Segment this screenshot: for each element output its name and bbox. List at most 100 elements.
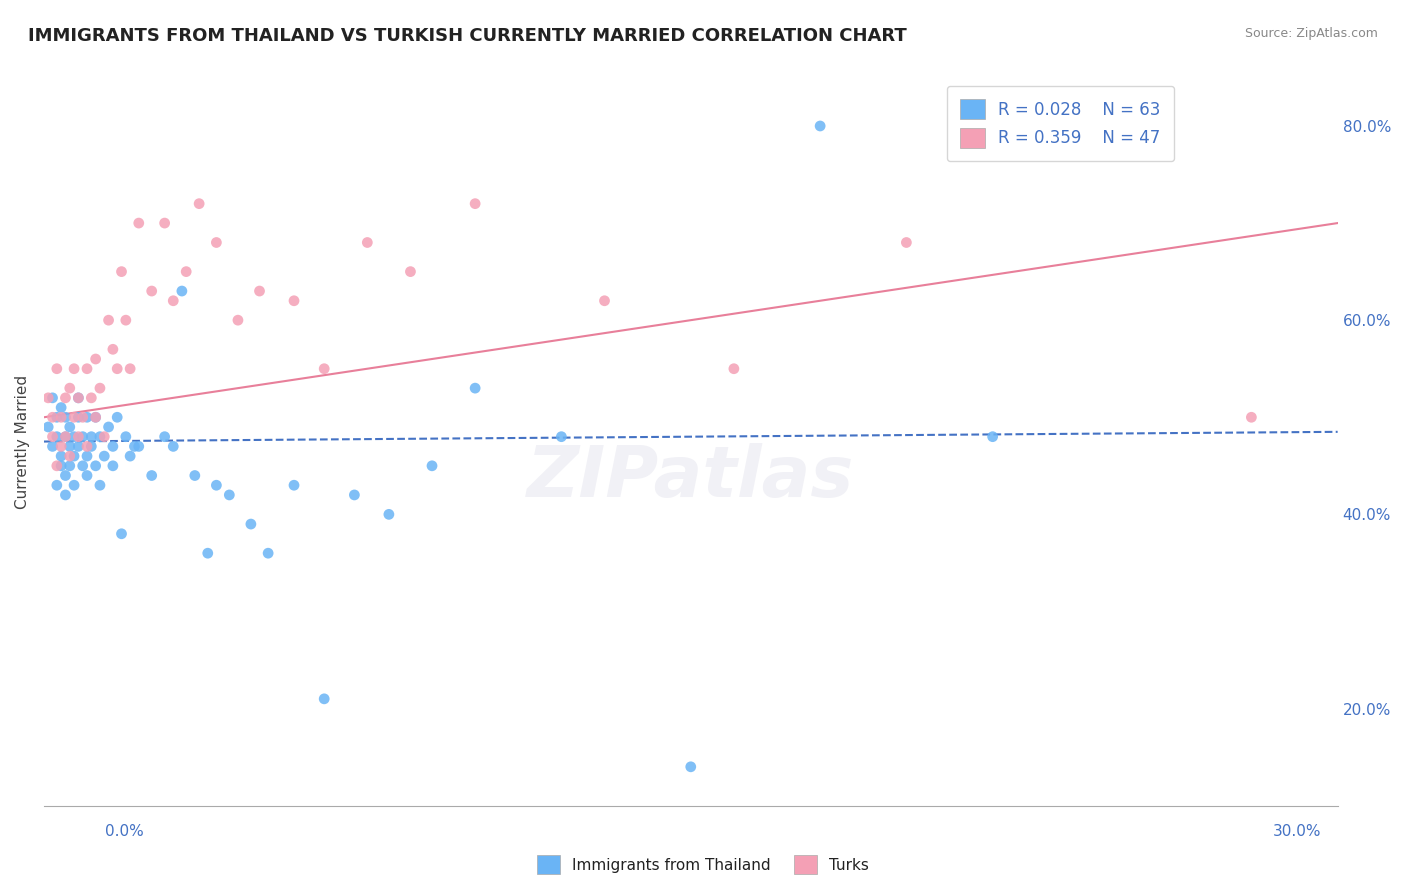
Point <box>63 430 86 444</box>
Point <box>110 265 132 279</box>
Text: Source: ZipAtlas.com: Source: ZipAtlas.com <box>1244 27 1378 40</box>
Point <box>808 119 831 133</box>
Point <box>84 410 107 425</box>
Point <box>84 351 107 366</box>
Point <box>399 265 422 279</box>
Text: 30.0%: 30.0% <box>1274 824 1322 838</box>
Point <box>45 458 67 473</box>
Point <box>257 546 280 560</box>
Point <box>93 430 115 444</box>
Point <box>59 420 82 434</box>
Point <box>45 410 67 425</box>
Point <box>59 439 82 453</box>
Point <box>41 439 63 453</box>
Point <box>76 468 98 483</box>
Point <box>55 410 77 425</box>
Point <box>63 478 86 492</box>
Point <box>55 468 77 483</box>
Point <box>80 439 103 453</box>
Point <box>84 458 107 473</box>
Point <box>679 760 702 774</box>
Point <box>981 430 1004 444</box>
Point <box>59 449 82 463</box>
Point <box>80 430 103 444</box>
Point <box>128 216 150 230</box>
Point <box>226 313 249 327</box>
Point <box>76 449 98 463</box>
Point <box>105 361 128 376</box>
Point <box>110 526 132 541</box>
Text: ZIPatlas: ZIPatlas <box>527 443 855 512</box>
Point <box>197 546 219 560</box>
Point <box>97 420 120 434</box>
Point <box>162 293 184 308</box>
Point <box>45 430 67 444</box>
Point <box>49 439 72 453</box>
Point <box>356 235 378 250</box>
Text: IMMIGRANTS FROM THAILAND VS TURKISH CURRENTLY MARRIED CORRELATION CHART: IMMIGRANTS FROM THAILAND VS TURKISH CURR… <box>28 27 907 45</box>
Point <box>283 478 305 492</box>
Point <box>314 361 336 376</box>
Point <box>101 343 124 357</box>
Point <box>420 458 443 473</box>
Point <box>67 410 90 425</box>
Point <box>378 508 401 522</box>
Point <box>41 410 63 425</box>
Legend: Immigrants from Thailand, Turks: Immigrants from Thailand, Turks <box>531 849 875 880</box>
Point <box>153 430 176 444</box>
Point <box>67 439 90 453</box>
Point <box>550 430 572 444</box>
Point <box>55 391 77 405</box>
Point <box>76 361 98 376</box>
Point <box>45 361 67 376</box>
Text: 0.0%: 0.0% <box>105 824 145 838</box>
Y-axis label: Currently Married: Currently Married <box>15 375 30 508</box>
Point <box>89 381 111 395</box>
Point <box>343 488 366 502</box>
Point <box>124 439 146 453</box>
Point <box>37 420 59 434</box>
Point <box>218 488 240 502</box>
Point <box>97 313 120 327</box>
Point <box>174 265 197 279</box>
Point <box>105 410 128 425</box>
Point <box>120 449 142 463</box>
Point <box>184 468 207 483</box>
Point <box>49 458 72 473</box>
Legend: R = 0.028    N = 63, R = 0.359    N = 47: R = 0.028 N = 63, R = 0.359 N = 47 <box>946 86 1174 161</box>
Point <box>72 430 94 444</box>
Point <box>76 410 98 425</box>
Point <box>67 430 90 444</box>
Point <box>141 468 163 483</box>
Point <box>72 410 94 425</box>
Point <box>128 439 150 453</box>
Point <box>67 391 90 405</box>
Point <box>89 430 111 444</box>
Point <box>239 517 262 532</box>
Point <box>72 458 94 473</box>
Point <box>114 430 136 444</box>
Point <box>55 430 77 444</box>
Point <box>45 478 67 492</box>
Point <box>76 439 98 453</box>
Point <box>49 401 72 415</box>
Point <box>114 313 136 327</box>
Point <box>170 284 193 298</box>
Point <box>283 293 305 308</box>
Point <box>93 449 115 463</box>
Point <box>249 284 271 298</box>
Point <box>1240 410 1263 425</box>
Point <box>464 381 486 395</box>
Point <box>162 439 184 453</box>
Point <box>59 458 82 473</box>
Point <box>63 361 86 376</box>
Point <box>41 391 63 405</box>
Point <box>49 410 72 425</box>
Point <box>80 391 103 405</box>
Point <box>141 284 163 298</box>
Point <box>63 449 86 463</box>
Point <box>67 391 90 405</box>
Point <box>63 410 86 425</box>
Point <box>84 410 107 425</box>
Point <box>464 196 486 211</box>
